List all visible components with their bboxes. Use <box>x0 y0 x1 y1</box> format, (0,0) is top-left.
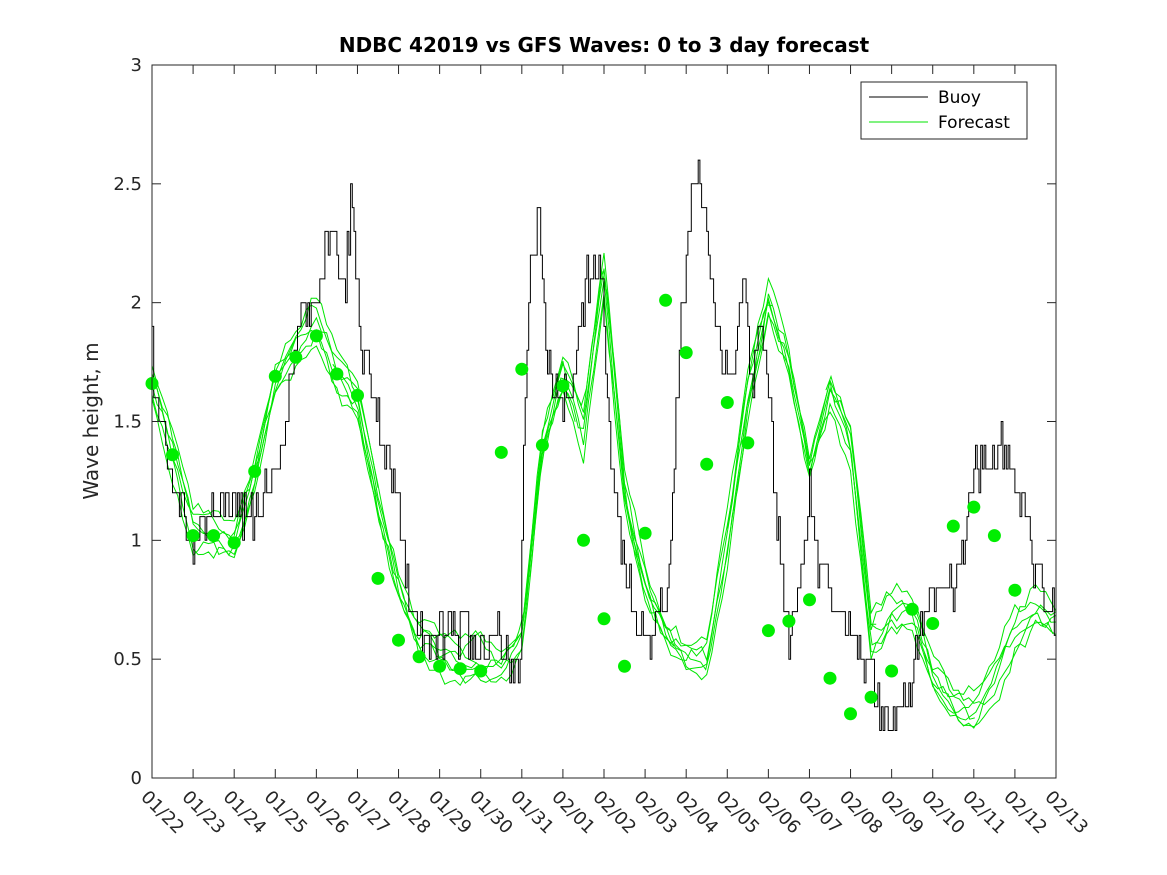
forecast-marker <box>371 571 385 585</box>
forecast-marker <box>556 379 570 393</box>
forecast-marker <box>638 526 652 540</box>
forecast-marker <box>597 612 611 626</box>
forecast-marker <box>844 707 857 721</box>
forecast-marker <box>659 293 673 307</box>
forecast-marker <box>864 690 878 704</box>
legend: Buoy Forecast <box>860 81 1028 140</box>
x-tick-label: 02/10 <box>917 787 969 839</box>
x-tick-label: 01/31 <box>506 787 558 839</box>
forecast-marker <box>166 448 179 462</box>
forecast-marker <box>679 346 693 360</box>
forecast-marker <box>330 367 344 381</box>
forecast-marker <box>351 388 364 402</box>
forecast-marker <box>474 664 488 678</box>
forecast-marker <box>700 457 714 471</box>
forecast-marker <box>618 659 631 673</box>
forecast-marker <box>227 536 241 550</box>
forecast-marker <box>289 350 303 364</box>
forecast-marker <box>885 664 899 678</box>
forecast-marker <box>926 617 940 630</box>
x-tick-label: 02/02 <box>588 787 640 839</box>
x-tick-label: 02/03 <box>630 787 682 839</box>
legend-buoy-label: Buoy <box>938 88 981 108</box>
x-tick-label: 01/28 <box>383 787 435 839</box>
forecast-marker <box>268 369 282 383</box>
forecast-marker <box>207 529 221 543</box>
x-tick-label: 02/11 <box>958 787 1010 839</box>
x-tick-label: 01/25 <box>260 787 312 839</box>
plot-background <box>152 65 1056 778</box>
y-tick-label: 2.5 <box>113 174 142 195</box>
y-axis-label: Wave height, m <box>79 342 103 499</box>
x-tick-label: 01/27 <box>342 787 394 839</box>
forecast-marker <box>905 602 919 616</box>
forecast-marker <box>761 624 775 638</box>
forecast-marker <box>515 362 529 376</box>
y-tick-label: 2 <box>131 293 142 314</box>
x-tick-label: 02/06 <box>753 787 805 839</box>
buoy-line <box>152 159 1056 731</box>
y-tick-label: 0.5 <box>113 649 142 670</box>
forecast-marker <box>803 593 816 607</box>
forecast-marker <box>1008 583 1022 597</box>
y-tick-label: 1 <box>131 530 142 551</box>
forecast-marker <box>946 519 960 533</box>
y-tick-label: 0 <box>131 768 142 789</box>
x-tick-label: 02/07 <box>794 787 846 839</box>
x-tick-label: 02/05 <box>712 787 764 839</box>
x-tick-label: 02/08 <box>835 787 887 839</box>
legend-forecast-label: Forecast <box>938 113 1010 133</box>
forecast-run-line <box>151 252 1057 714</box>
forecast-marker <box>248 464 262 478</box>
forecast-marker <box>433 659 447 673</box>
x-tick-label: 02/12 <box>999 787 1051 839</box>
forecast-marker <box>535 438 549 452</box>
x-tick-label: 01/22 <box>136 787 188 839</box>
forecast-marker <box>412 650 426 664</box>
forecast-run-line <box>924 612 1054 721</box>
y-tick-label: 1.5 <box>113 412 142 433</box>
forecast-marker <box>741 436 755 450</box>
x-tick-label: 01/23 <box>178 787 230 839</box>
forecast-marker <box>967 500 981 514</box>
y-tick-label: 3 <box>131 55 142 76</box>
forecast-run-line <box>233 328 379 537</box>
forecast-marker <box>453 662 467 676</box>
forecast-marker <box>186 529 200 543</box>
forecast-run-line <box>151 268 1057 729</box>
forecast-marker <box>823 671 837 685</box>
forecast-marker <box>392 633 405 647</box>
x-tick-label: 01/26 <box>301 787 353 839</box>
forecast-run-line <box>726 300 877 625</box>
x-tick-label: 02/09 <box>876 787 928 839</box>
forecast-marker <box>782 614 796 628</box>
chart-title: NDBC 42019 vs GFS Waves: 0 to 3 day fore… <box>339 33 870 57</box>
forecast-run-line <box>332 363 477 669</box>
x-tick-label: 02/01 <box>547 787 599 839</box>
x-tick-label: 02/04 <box>671 787 723 839</box>
forecast-marker <box>987 529 1001 543</box>
legend-box <box>860 81 1028 140</box>
x-tick-label: 01/30 <box>465 787 517 839</box>
x-tick-label: 01/24 <box>219 787 271 839</box>
forecast-marker <box>309 329 323 343</box>
forecast-marker <box>720 396 734 409</box>
forecast-marker <box>494 445 508 459</box>
forecast-marker <box>577 533 590 547</box>
x-tick-label: 02/13 <box>1040 787 1092 839</box>
x-tick-label: 01/29 <box>424 787 476 839</box>
plot-area <box>145 65 1057 778</box>
